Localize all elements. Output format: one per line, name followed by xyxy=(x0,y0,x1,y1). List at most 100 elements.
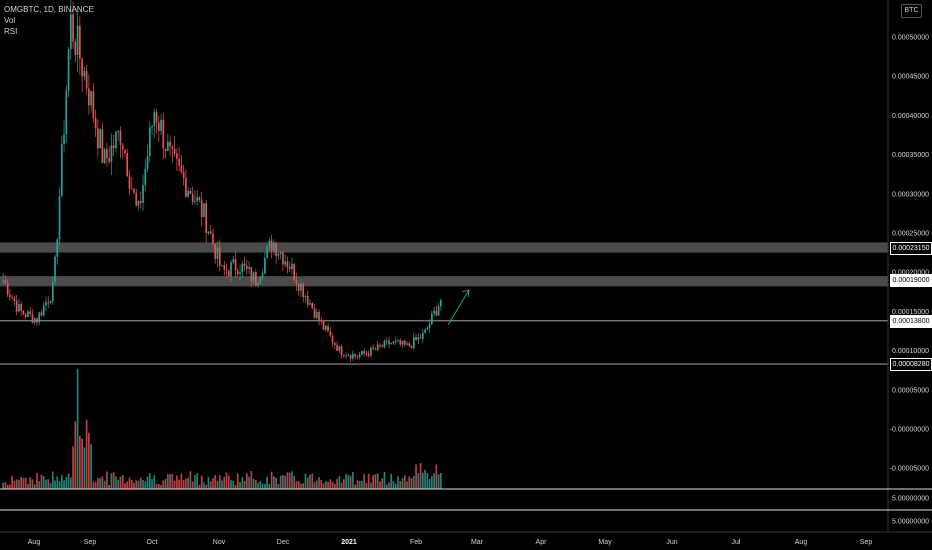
price-tick-label: 0.00035000 xyxy=(892,152,929,159)
candle-body xyxy=(79,25,81,59)
time-tick-label: Mar xyxy=(471,539,484,546)
candle-body xyxy=(33,318,36,323)
volume-bar xyxy=(431,476,433,489)
candle-body xyxy=(214,244,217,259)
candle-body xyxy=(137,200,140,206)
candle-body xyxy=(379,344,381,346)
volume-bar xyxy=(428,479,431,489)
time-tick-label: Apr xyxy=(536,539,548,546)
volume-bar xyxy=(169,474,171,489)
volume-bar xyxy=(144,481,147,489)
candle-body xyxy=(358,355,361,358)
volume-bar xyxy=(108,484,111,489)
currency-button[interactable]: BTC xyxy=(901,4,922,18)
volume-bar xyxy=(388,482,390,489)
candle-body xyxy=(49,301,52,303)
candle-body xyxy=(144,168,147,186)
volume-bar xyxy=(236,473,239,489)
candle-body xyxy=(315,311,318,319)
volume-bar xyxy=(63,480,65,489)
volume-bar xyxy=(419,463,422,489)
volume-bar xyxy=(164,478,167,489)
chart-legend: OMGBTC, 1D, BINANCE Vol RSI xyxy=(4,4,94,37)
volume-bar xyxy=(153,475,156,489)
volume-bar xyxy=(417,473,420,489)
volume-bar xyxy=(33,484,36,489)
candle-body xyxy=(90,91,92,106)
volume-bar xyxy=(97,478,99,489)
volume-bar xyxy=(361,480,363,489)
volume-bar xyxy=(101,476,104,489)
volume-bar xyxy=(288,472,291,489)
volume-bar xyxy=(347,474,350,489)
volume-bar xyxy=(406,481,408,489)
volume-indicator-label[interactable]: Vol xyxy=(4,16,16,25)
volume-bar xyxy=(196,473,199,489)
rsi-indicator-label[interactable]: RSI xyxy=(4,27,18,36)
candle-body xyxy=(250,267,253,281)
time-tick-label: May xyxy=(598,539,612,546)
volume-bar xyxy=(401,478,404,489)
volume-bar xyxy=(162,480,165,489)
candle-body xyxy=(142,185,144,203)
candle-body xyxy=(347,355,350,357)
volume-bar xyxy=(49,483,52,489)
volume-bar xyxy=(38,481,41,489)
volume-bar xyxy=(65,477,68,489)
volume-bar xyxy=(182,480,185,489)
candle-body xyxy=(361,350,363,356)
volume-bar xyxy=(115,476,117,489)
candle-body xyxy=(243,263,246,266)
volume-bar xyxy=(56,476,59,489)
candle-body xyxy=(135,192,138,206)
volume-bar xyxy=(356,480,359,489)
volume-bar xyxy=(291,471,293,489)
candle-body xyxy=(437,306,440,316)
volume-bar xyxy=(426,473,429,489)
volume-bar xyxy=(126,481,129,489)
volume-bar xyxy=(313,482,316,489)
candle-body xyxy=(372,347,375,350)
volume-bar xyxy=(194,474,196,489)
candle-body xyxy=(205,203,208,234)
candle-body xyxy=(54,256,56,283)
volume-bar xyxy=(352,471,354,489)
candle-body xyxy=(162,119,165,149)
candle-body xyxy=(65,90,68,135)
candle-body xyxy=(101,129,104,163)
volume-bar xyxy=(180,473,183,489)
candle-body xyxy=(385,340,388,342)
volume-bar xyxy=(270,471,273,489)
volume-bar xyxy=(320,480,323,489)
volume-bar xyxy=(336,479,338,489)
candle-body xyxy=(331,335,334,343)
volume-bar xyxy=(79,435,81,489)
volume-bar xyxy=(128,477,131,489)
candle-body xyxy=(252,272,255,281)
volume-bar xyxy=(54,480,56,489)
volume-bar xyxy=(2,482,4,489)
candle-body xyxy=(417,337,420,340)
volume-bar xyxy=(390,473,393,489)
candle-body xyxy=(440,300,442,307)
volume-bar xyxy=(433,473,435,489)
candle-body xyxy=(333,342,336,346)
candle-body xyxy=(239,272,241,275)
symbol-label[interactable]: OMGBTC, 1D, BINANCE xyxy=(4,5,94,14)
candle-body xyxy=(295,280,298,284)
time-tick-label: Feb xyxy=(410,539,422,546)
volume-bar xyxy=(185,478,187,489)
candle-body xyxy=(383,340,386,347)
candle-body xyxy=(223,265,226,270)
volume-bar xyxy=(155,483,158,489)
price-tick-label: 0.00020000 xyxy=(892,270,929,277)
candle-body xyxy=(268,240,271,247)
volume-bar xyxy=(300,483,302,489)
candle-body xyxy=(36,318,38,323)
candle-body xyxy=(428,323,431,328)
volume-bar xyxy=(284,475,287,489)
candle-body xyxy=(313,308,316,319)
volume-bar xyxy=(103,480,106,489)
candle-body xyxy=(124,149,126,154)
